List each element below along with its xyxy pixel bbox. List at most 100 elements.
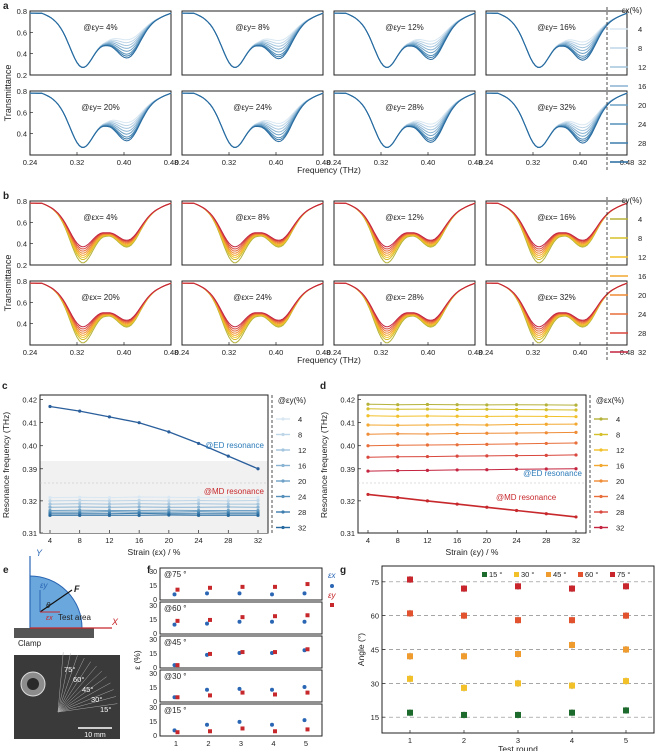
ed-series-32 (367, 468, 577, 472)
data-point (425, 499, 430, 503)
series-line-24 (334, 12, 476, 68)
data-point (78, 505, 82, 509)
ex-point (205, 687, 209, 692)
x-tick-label: 0.40 (421, 158, 436, 167)
data-point (196, 502, 201, 506)
x-tick-label: 8 (78, 536, 82, 545)
series-line-12 (30, 202, 172, 258)
x-tick-label: 28 (224, 536, 232, 545)
x-tick-label: 0.24 (23, 158, 38, 167)
series-line-24 (486, 282, 628, 332)
y-tick-label: 0.8 (17, 277, 27, 286)
ey-point (273, 584, 277, 589)
ey-point (175, 587, 180, 592)
series-line-28 (30, 202, 172, 250)
series-line-24 (486, 202, 628, 252)
legend-label: 12 (638, 253, 646, 262)
y-axis-label: Transmittance (3, 255, 13, 312)
series-line-32 (334, 92, 476, 148)
data-point (226, 513, 230, 517)
series-line-32 (182, 282, 324, 328)
angle-point-45 ° (461, 653, 467, 660)
series-line-16 (182, 12, 324, 68)
y-tick-label: 0.31 (340, 529, 355, 538)
angle-point-45 ° (407, 653, 413, 660)
x-tick-label: 0.40 (269, 348, 284, 357)
data-point (167, 505, 171, 509)
legend-marker (281, 432, 285, 437)
series-line-20 (182, 202, 324, 254)
angle-mark: 45° (82, 685, 93, 694)
y-tick-label: 0 (153, 665, 157, 672)
x-tick-label: 1 (408, 736, 412, 745)
y-tick-label: 30 (149, 569, 157, 576)
subplot-frame (29, 10, 172, 76)
legend-label: 20 (616, 477, 624, 486)
series-line-32 (486, 282, 628, 328)
data-point (514, 467, 519, 471)
subplot-label: @60 ° (164, 604, 186, 613)
angle-point-60 ° (623, 612, 629, 619)
x-tick-label: 4 (366, 536, 370, 545)
subplot-frame (333, 10, 476, 76)
y-tick-label: 0 (153, 631, 157, 638)
series-line-16 (334, 282, 476, 336)
x-tick-label: 2 (462, 736, 466, 745)
data-point (226, 502, 230, 506)
x-axis-label: Strain (εx) / % (128, 547, 181, 557)
data-point (196, 496, 201, 500)
data-point (455, 414, 459, 418)
data-point (574, 408, 578, 412)
series-line-12 (182, 282, 324, 338)
data-point (396, 403, 400, 407)
y-tick-label: 0.8 (17, 197, 27, 206)
y-tick-label: 0.6 (17, 218, 27, 227)
x-tick-label: 3 (239, 739, 243, 748)
subplot-label: @εx= 16% (537, 213, 576, 222)
x-tick-label: 0.48 (316, 348, 331, 357)
y-tick-label: 0.6 (17, 298, 27, 307)
series-line-8 (182, 282, 324, 340)
x-tick-label: 24 (194, 536, 202, 545)
x-tick-label: 5 (304, 739, 308, 748)
data-point (425, 468, 430, 472)
subplot-label: @45 ° (164, 638, 186, 647)
legend-label: 20 (638, 101, 646, 110)
y-tick-label: 0.4 (17, 50, 27, 59)
ey-point (305, 582, 310, 587)
angle-point-30 ° (407, 675, 413, 682)
series-line-20 (30, 92, 172, 148)
data-point (514, 414, 519, 418)
series-line-8 (334, 282, 476, 340)
data-point (256, 496, 260, 500)
y-tick-label: 15 (149, 685, 157, 692)
data-point (514, 407, 519, 412)
data-point (425, 407, 430, 411)
legend-marker (599, 448, 603, 452)
md-annotation: @MD resonance (496, 493, 557, 502)
panel-letter-b: b (3, 191, 9, 202)
x-tick-label: 20 (165, 536, 173, 545)
y-axis-label: Angle (°) (356, 633, 366, 666)
series-line-16 (182, 202, 324, 256)
x-tick-label: 0.32 (526, 348, 541, 357)
legend-title: εx(%) (622, 6, 642, 15)
data-point (574, 467, 578, 471)
subplot-label: @75 ° (164, 570, 186, 579)
angle-point-30 ° (569, 682, 575, 689)
y-tick-label: 0.4 (17, 320, 27, 329)
y-tick-label: 75 (371, 578, 379, 587)
photo-grating-line (57, 703, 118, 713)
data-point (196, 513, 201, 517)
data-point (485, 468, 489, 472)
legend-label: 32 (298, 524, 306, 533)
series-line-28 (182, 282, 324, 330)
series-line-20 (30, 282, 172, 334)
ex-point (205, 722, 209, 727)
legend-marker (281, 463, 285, 468)
ex-point (302, 591, 307, 596)
data-point (425, 414, 430, 418)
angle-point-30 ° (623, 678, 629, 685)
data-point (425, 443, 430, 447)
